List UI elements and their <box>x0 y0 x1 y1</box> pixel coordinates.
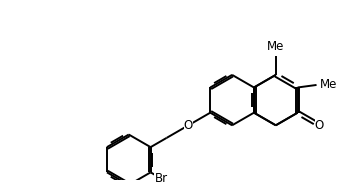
Text: O: O <box>184 119 193 132</box>
Text: Me: Me <box>320 79 338 91</box>
Text: Br: Br <box>155 172 168 185</box>
Text: O: O <box>315 119 324 132</box>
Text: Me: Me <box>267 40 284 53</box>
